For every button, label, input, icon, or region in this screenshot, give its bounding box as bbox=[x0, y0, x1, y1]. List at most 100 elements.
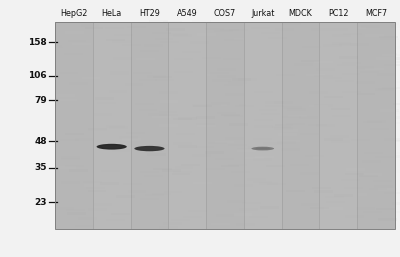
Bar bbox=[227, 104, 246, 106]
Bar bbox=[267, 183, 286, 185]
Bar bbox=[364, 211, 382, 213]
Bar bbox=[220, 104, 240, 106]
Bar bbox=[75, 138, 94, 141]
Bar bbox=[159, 124, 178, 127]
Bar bbox=[109, 149, 128, 152]
Bar bbox=[326, 201, 345, 204]
Bar bbox=[352, 147, 372, 150]
Bar bbox=[254, 22, 272, 24]
Bar bbox=[356, 93, 376, 95]
Bar bbox=[134, 125, 153, 127]
Bar bbox=[323, 77, 342, 79]
Bar bbox=[69, 82, 88, 85]
Bar bbox=[224, 39, 242, 41]
Bar bbox=[104, 193, 123, 195]
Bar bbox=[259, 182, 278, 185]
Bar bbox=[315, 190, 334, 193]
Bar bbox=[119, 136, 138, 139]
Bar bbox=[342, 62, 361, 64]
Bar bbox=[114, 34, 133, 36]
Ellipse shape bbox=[140, 147, 159, 150]
Bar bbox=[266, 164, 285, 167]
Bar bbox=[107, 75, 126, 78]
Bar bbox=[275, 28, 294, 31]
Bar bbox=[181, 196, 200, 198]
Bar bbox=[314, 104, 333, 107]
Bar bbox=[79, 168, 98, 171]
Bar bbox=[332, 34, 350, 37]
Bar bbox=[249, 181, 268, 183]
Bar bbox=[65, 88, 84, 90]
Bar bbox=[380, 22, 399, 25]
Bar bbox=[177, 143, 196, 146]
Bar bbox=[93, 56, 112, 59]
Bar bbox=[261, 113, 280, 115]
Bar bbox=[182, 71, 200, 73]
Bar bbox=[106, 219, 125, 222]
Bar bbox=[67, 189, 86, 192]
Bar bbox=[224, 115, 243, 117]
Bar bbox=[290, 198, 309, 201]
Bar bbox=[350, 79, 369, 82]
Bar bbox=[316, 124, 335, 127]
Bar bbox=[130, 22, 168, 229]
Bar bbox=[158, 101, 177, 103]
Bar bbox=[153, 168, 172, 170]
Bar bbox=[123, 195, 142, 198]
Bar bbox=[374, 185, 393, 188]
Bar bbox=[260, 206, 279, 209]
Text: HT29: HT29 bbox=[139, 9, 160, 18]
Bar bbox=[169, 33, 188, 35]
Bar bbox=[63, 47, 82, 49]
Bar bbox=[135, 103, 154, 105]
Bar bbox=[357, 53, 376, 56]
Bar bbox=[389, 81, 400, 84]
Bar bbox=[220, 29, 239, 31]
Bar bbox=[349, 141, 368, 143]
Bar bbox=[370, 128, 389, 130]
Bar bbox=[254, 118, 273, 121]
Bar bbox=[62, 45, 80, 47]
Bar bbox=[61, 156, 80, 159]
Bar bbox=[61, 181, 80, 184]
Bar bbox=[206, 22, 244, 229]
Bar bbox=[66, 209, 84, 211]
Bar bbox=[162, 169, 181, 172]
Bar bbox=[133, 72, 152, 74]
Bar bbox=[80, 24, 100, 27]
Bar bbox=[285, 103, 304, 105]
Bar bbox=[312, 179, 332, 181]
Bar bbox=[152, 81, 171, 84]
Bar bbox=[181, 164, 200, 166]
Bar bbox=[62, 175, 80, 178]
Bar bbox=[314, 124, 333, 127]
Bar bbox=[173, 142, 192, 145]
Bar bbox=[191, 74, 210, 76]
Bar bbox=[88, 128, 107, 130]
Bar bbox=[275, 221, 294, 223]
Bar bbox=[313, 157, 332, 159]
Bar bbox=[122, 138, 141, 141]
Bar bbox=[382, 54, 400, 56]
Bar bbox=[198, 33, 216, 35]
Bar bbox=[281, 140, 300, 142]
Bar bbox=[58, 45, 77, 48]
Bar bbox=[342, 91, 361, 93]
Bar bbox=[300, 60, 319, 62]
Bar bbox=[78, 217, 97, 220]
Bar bbox=[392, 202, 400, 205]
Bar bbox=[152, 32, 171, 34]
Bar bbox=[295, 181, 314, 184]
Bar bbox=[315, 38, 334, 41]
Bar bbox=[282, 23, 301, 25]
Bar bbox=[110, 71, 129, 73]
Bar bbox=[386, 122, 400, 124]
Bar bbox=[104, 89, 122, 91]
Bar bbox=[171, 166, 190, 168]
Bar bbox=[373, 180, 392, 182]
Bar bbox=[127, 147, 146, 149]
Bar bbox=[146, 134, 165, 136]
Bar bbox=[271, 167, 290, 169]
Bar bbox=[113, 71, 132, 74]
Text: 106: 106 bbox=[28, 71, 47, 80]
